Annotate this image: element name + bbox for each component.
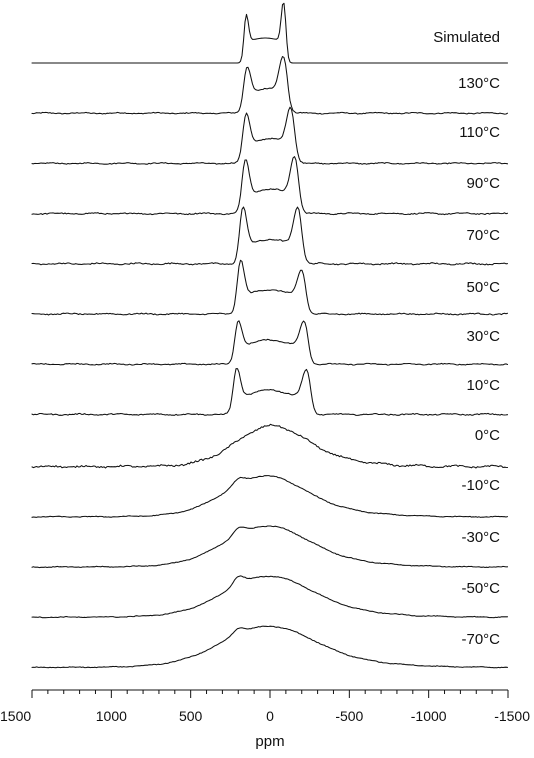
series-label-5: 50°C — [466, 279, 500, 296]
spectrum-trace-4 — [31, 206, 509, 266]
spectrum-trace-10 — [31, 525, 509, 569]
x-axis-ticks — [31, 690, 509, 698]
series-label-9: -10°C — [461, 477, 500, 494]
series-label-10: -30°C — [461, 529, 500, 546]
x-tick-label: 500 — [179, 708, 203, 724]
spectrum-trace-1 — [31, 55, 509, 115]
spectrum-trace-6 — [31, 320, 509, 366]
spectrum-trace-8 — [31, 423, 509, 469]
series-label-11: -50°C — [461, 580, 500, 597]
spectra-traces — [31, 2, 509, 669]
x-axis: 1500 1000 500 0 -500 -1000 -1500 ppm — [0, 689, 530, 750]
spectrum-trace-3 — [31, 156, 509, 216]
spectrum-trace-9 — [31, 475, 509, 518]
series-label-6: 30°C — [466, 328, 500, 345]
spectrum-trace-5 — [31, 259, 509, 316]
x-axis-tick-labels: 1500 1000 500 0 -500 -1000 -1500 — [0, 708, 530, 724]
spectrum-trace-11 — [31, 575, 509, 619]
series-label-1: 130°C — [458, 75, 500, 92]
x-tick-label: 0 — [266, 708, 274, 724]
x-tick-label: -1500 — [494, 708, 530, 724]
temperature-labels: Simulated 130°C 110°C 90°C 70°C 50°C 30°C 10°C 0… — [433, 29, 500, 648]
x-tick-label: 1000 — [96, 708, 127, 724]
series-label-3: 90°C — [466, 175, 500, 192]
x-tick-label: 1500 — [0, 708, 31, 724]
series-label-7: 10°C — [466, 377, 500, 394]
x-axis-title: ppm — [255, 733, 284, 750]
x-tick-label: -1000 — [411, 708, 447, 724]
series-label-2: 110°C — [459, 124, 500, 141]
spectrum-trace-2 — [31, 106, 509, 165]
spectrum-trace-7 — [31, 368, 509, 416]
series-label-12: -70°C — [461, 631, 500, 648]
series-label-0: Simulated — [433, 29, 500, 46]
series-label-8: 0°C — [475, 427, 500, 444]
series-label-4: 70°C — [466, 227, 500, 244]
spectrum-trace-12 — [31, 625, 509, 669]
spectrum-trace-0 — [31, 2, 509, 64]
x-tick-label: -500 — [335, 708, 363, 724]
